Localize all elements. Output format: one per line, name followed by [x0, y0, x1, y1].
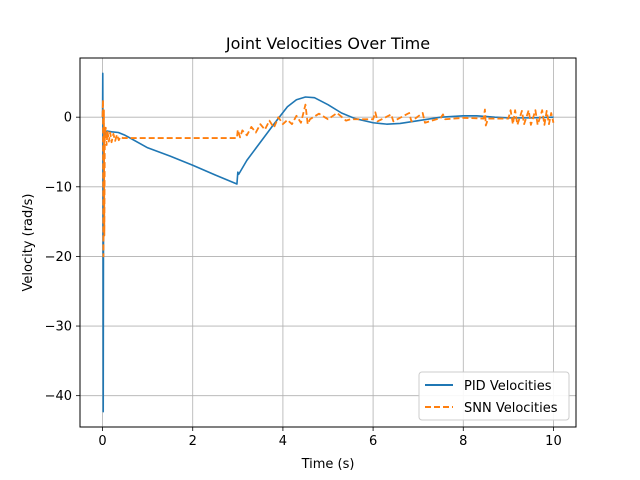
x-tick-label: 6 [369, 434, 377, 449]
y-tick-label: −40 [45, 389, 72, 404]
series-line-1 [101, 98, 555, 258]
y-tick-label: −20 [45, 250, 72, 265]
x-tick-label: 10 [545, 434, 562, 449]
legend-label-pid: PID Velocities [464, 379, 552, 394]
x-tick-label: 4 [279, 434, 287, 449]
chart-title: Joint Velocities Over Time [225, 34, 430, 53]
legend-box [418, 371, 570, 421]
y-tick-label: −10 [45, 180, 72, 195]
x-tick-label: 2 [189, 434, 197, 449]
y-axis-label: Velocity (rad/s) [21, 194, 36, 292]
axes-frame [79, 57, 577, 428]
y-tick-label: 0 [64, 111, 72, 126]
ticks: 0 2 4 6 8 10 0 −10 −20 −30 −40 [45, 111, 562, 449]
x-tick-label: 0 [98, 434, 106, 449]
series-layer [101, 72, 555, 413]
legend-label-snn: SNN Velocities [464, 401, 558, 416]
y-tick-label: −30 [45, 320, 72, 335]
x-axis-label: Time (s) [301, 457, 355, 472]
x-tick-label: 8 [459, 434, 467, 449]
legend: PID Velocities SNN Velocities [418, 371, 570, 421]
